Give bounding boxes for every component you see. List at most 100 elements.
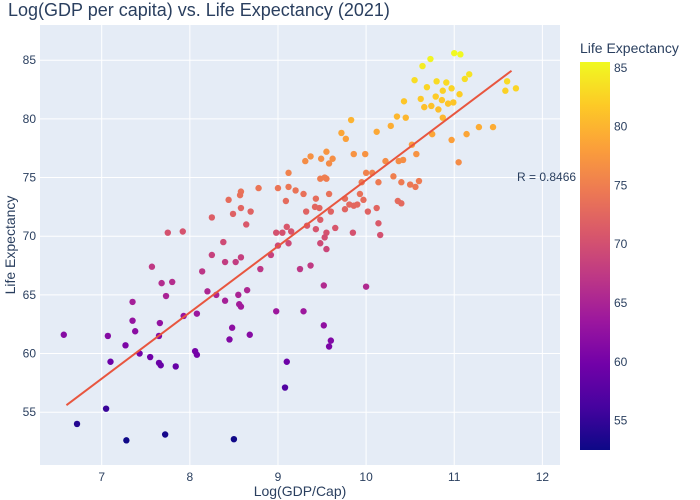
colorbar-tick-label: 85 <box>614 61 628 75</box>
data-point <box>102 405 110 412</box>
data-point <box>393 113 401 120</box>
data-point <box>398 179 405 186</box>
data-point <box>512 85 520 92</box>
data-point <box>362 283 370 290</box>
x-tick-label: 11 <box>448 470 461 484</box>
data-point <box>317 155 325 162</box>
data-point <box>415 177 423 185</box>
x-tick-label: 8 <box>186 470 193 484</box>
data-point <box>157 362 164 369</box>
data-point <box>349 229 357 236</box>
data-point <box>323 148 330 155</box>
colorbar-title: Life Expectancy <box>580 40 679 56</box>
x-tick-label: 12 <box>536 470 550 484</box>
x-tick-label: 7 <box>98 470 105 484</box>
data-point <box>373 204 380 212</box>
data-point <box>246 331 253 338</box>
data-point <box>411 76 418 84</box>
data-point <box>225 196 232 204</box>
data-point <box>208 251 216 259</box>
data-point <box>421 103 428 111</box>
data-point <box>502 87 509 94</box>
data-point <box>457 51 464 58</box>
data-point <box>417 95 424 103</box>
data-point <box>307 262 314 269</box>
y-tick-label: 85 <box>23 53 37 67</box>
data-point <box>193 351 201 358</box>
data-point <box>229 210 237 218</box>
data-point <box>317 216 324 223</box>
data-point <box>232 258 239 266</box>
data-point <box>257 265 264 273</box>
data-point <box>296 265 304 273</box>
data-point <box>274 184 282 192</box>
data-point <box>427 55 434 63</box>
data-point <box>285 240 292 247</box>
data-point <box>444 100 452 107</box>
data-point <box>129 317 136 324</box>
data-point <box>354 201 361 208</box>
data-point <box>307 153 314 160</box>
data-point <box>158 279 165 287</box>
data-point <box>279 229 286 236</box>
plot-area <box>40 25 560 465</box>
data-point <box>364 208 372 215</box>
data-point <box>221 258 229 266</box>
colorbar-ticks: 55 60 65 70 75 80 85 <box>614 61 628 428</box>
colorbar-tick-label: 70 <box>614 237 628 251</box>
colorbar-tick-label: 80 <box>614 120 628 134</box>
data-point <box>377 231 384 239</box>
data-point <box>323 245 330 253</box>
y-tick-label: 60 <box>23 347 37 361</box>
data-point <box>475 123 483 131</box>
data-point <box>317 240 324 247</box>
data-point <box>438 96 446 104</box>
data-point <box>350 150 357 158</box>
y-axis-label: Life Expectancy <box>2 196 18 295</box>
data-point <box>193 310 201 317</box>
data-point <box>156 319 164 327</box>
chart-title: Log(GDP per capita) vs. Life Expectancy … <box>8 0 390 20</box>
data-point <box>356 190 364 198</box>
data-point <box>226 336 233 343</box>
data-point <box>338 129 345 137</box>
x-axis-label: Log(GDP/Cap) <box>254 483 347 499</box>
data-point <box>255 184 262 192</box>
data-point <box>131 328 139 335</box>
data-point <box>327 337 335 344</box>
data-point <box>423 83 431 91</box>
data-point <box>341 206 349 213</box>
data-point <box>466 71 473 78</box>
data-point <box>312 225 320 233</box>
colorbar-tick-label: 75 <box>614 178 628 192</box>
data-point <box>204 288 211 295</box>
data-point <box>448 85 455 92</box>
data-point <box>161 431 169 438</box>
data-point <box>273 229 280 236</box>
data-point <box>243 221 250 228</box>
data-points <box>60 49 520 444</box>
data-point <box>400 98 408 105</box>
data-point <box>243 286 251 294</box>
data-point <box>362 150 369 158</box>
data-point <box>342 135 350 143</box>
data-point <box>179 228 186 235</box>
data-point <box>237 254 245 261</box>
data-point <box>451 49 458 57</box>
data-point <box>221 297 229 304</box>
data-point <box>320 322 327 329</box>
data-point <box>450 99 457 106</box>
data-point <box>375 179 382 186</box>
data-point <box>283 358 290 365</box>
data-point <box>325 190 333 198</box>
data-point <box>302 208 310 215</box>
data-point <box>282 197 290 205</box>
data-point <box>398 200 405 207</box>
data-point <box>281 384 289 391</box>
data-point <box>375 220 382 227</box>
x-tick-label: 10 <box>359 470 373 484</box>
data-point <box>169 278 176 286</box>
data-point <box>129 298 136 306</box>
data-point <box>325 343 333 350</box>
data-point <box>428 102 435 110</box>
